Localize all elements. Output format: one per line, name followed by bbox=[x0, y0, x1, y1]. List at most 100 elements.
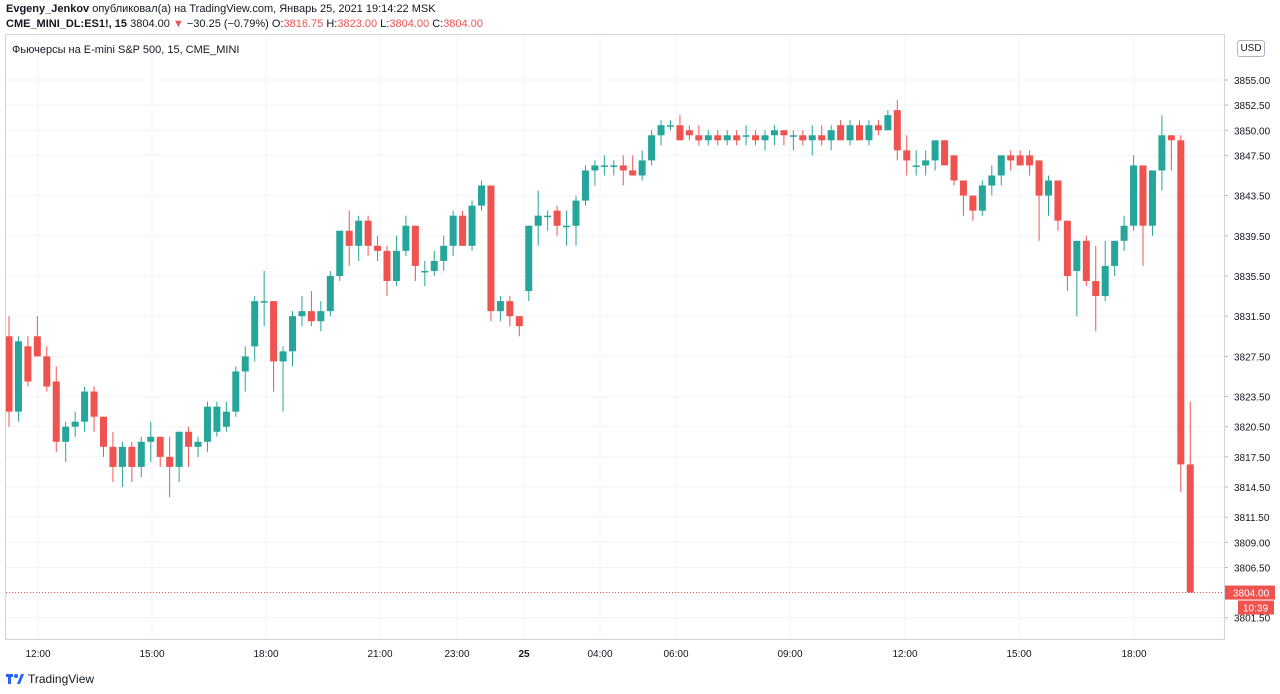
candle-body bbox=[478, 185, 485, 206]
y-tick-label: 3806.50 bbox=[1234, 563, 1271, 574]
symbol-label: CME_MINI_DL:ES1!, 15 bbox=[6, 18, 128, 30]
candle-body bbox=[355, 220, 363, 246]
candle-body bbox=[1026, 155, 1034, 166]
down-arrow-icon: ▼ bbox=[172, 18, 184, 30]
y-tick-label: 3847.50 bbox=[1234, 151, 1271, 162]
candle-body bbox=[336, 230, 344, 276]
candle-body bbox=[496, 301, 504, 312]
x-tick-label: 12:00 bbox=[25, 649, 50, 660]
candle-body bbox=[1063, 220, 1071, 276]
candle-body bbox=[90, 391, 98, 417]
y-tick-label: 3811.50 bbox=[1234, 513, 1270, 524]
candle-body bbox=[638, 160, 646, 176]
last-price-badge bbox=[1225, 585, 1275, 600]
candle-body bbox=[1016, 155, 1024, 166]
candle-body bbox=[770, 130, 778, 136]
candle-body bbox=[553, 210, 561, 226]
candle-body bbox=[1186, 464, 1194, 593]
x-tick-label: 15:00 bbox=[1006, 649, 1031, 660]
candle-body bbox=[118, 446, 126, 467]
candle-body bbox=[865, 125, 873, 141]
candle-body bbox=[487, 185, 495, 312]
candle-body bbox=[856, 125, 863, 141]
candle-body bbox=[222, 411, 230, 427]
candle-body bbox=[808, 135, 816, 141]
candle-body bbox=[459, 215, 467, 246]
candle-body bbox=[1054, 180, 1062, 221]
x-tick-label: 15:00 bbox=[139, 649, 164, 660]
candle-body bbox=[893, 110, 901, 151]
high-key: H: bbox=[326, 18, 338, 30]
candle-body bbox=[657, 125, 665, 136]
author-name: Evgeny_Jenkov bbox=[6, 3, 90, 15]
x-tick-label: 04:00 bbox=[587, 649, 612, 660]
candle-body bbox=[1139, 165, 1147, 226]
y-tick-label: 3817.50 bbox=[1234, 453, 1271, 464]
change-label: −30.25 (−0.79%) bbox=[186, 18, 269, 30]
y-tick-label: 3814.50 bbox=[1234, 483, 1271, 494]
candle-body bbox=[752, 135, 760, 141]
y-tick-label: 3827.50 bbox=[1234, 352, 1271, 363]
last-price-tag: 3804.00 bbox=[1233, 589, 1270, 600]
candle-body bbox=[997, 155, 1005, 176]
candle-body bbox=[345, 230, 353, 246]
candle-body bbox=[874, 125, 882, 131]
candle-body bbox=[383, 250, 391, 281]
candle-body bbox=[1148, 170, 1156, 226]
candle-body bbox=[213, 406, 221, 432]
candle-body bbox=[175, 431, 183, 467]
candle-body bbox=[1177, 140, 1185, 465]
y-tick-label: 3839.50 bbox=[1234, 232, 1271, 243]
candle-body bbox=[194, 441, 202, 447]
x-tick-label: 21:00 bbox=[367, 649, 392, 660]
candle-body bbox=[667, 125, 674, 127]
candle-body bbox=[950, 155, 958, 181]
candle-body bbox=[912, 165, 920, 167]
candle-body bbox=[818, 135, 826, 141]
candle-body bbox=[1007, 155, 1015, 161]
candle-body bbox=[619, 165, 627, 171]
candle-body bbox=[903, 150, 911, 161]
candle-body bbox=[525, 225, 533, 292]
candle-body bbox=[534, 215, 542, 226]
candle-body bbox=[846, 125, 854, 141]
candle-body bbox=[563, 225, 571, 228]
candle-body bbox=[506, 301, 514, 317]
candle-body bbox=[676, 125, 684, 141]
candle-body bbox=[430, 260, 438, 271]
candle-body bbox=[704, 135, 712, 141]
chart-frame bbox=[5, 34, 1225, 640]
candle-body bbox=[33, 336, 41, 357]
candle-body bbox=[1120, 225, 1128, 241]
candle-body bbox=[307, 311, 315, 322]
footer: TradingView bbox=[6, 672, 94, 686]
candle-body bbox=[411, 225, 419, 266]
y-tick-label: 3820.50 bbox=[1234, 423, 1271, 434]
low-value: 3804.00 bbox=[389, 18, 430, 30]
candle-body bbox=[137, 441, 145, 467]
candle-body bbox=[733, 135, 741, 141]
instrument-title: Фьючерсы на E-mini S&P 500, 15, CME_MINI bbox=[12, 44, 240, 56]
candle-body bbox=[572, 200, 580, 226]
candle-body bbox=[364, 220, 372, 246]
candle-body bbox=[591, 165, 599, 171]
x-tick-label: 23:00 bbox=[444, 649, 469, 660]
candle-body bbox=[241, 356, 249, 372]
candle-body bbox=[544, 215, 552, 218]
y-tick-label: 3823.50 bbox=[1234, 393, 1271, 404]
candle-body bbox=[402, 225, 410, 251]
candle-body bbox=[128, 446, 136, 467]
candle-body bbox=[941, 140, 949, 166]
candle-body bbox=[1130, 165, 1138, 226]
candle-body bbox=[959, 180, 967, 196]
candle-body bbox=[185, 431, 193, 447]
candle-body bbox=[1035, 160, 1043, 196]
currency-button[interactable]: USD bbox=[1237, 40, 1265, 57]
countdown-badge bbox=[1238, 600, 1274, 615]
candle-body bbox=[251, 301, 259, 347]
candle-body bbox=[1082, 240, 1090, 281]
candle-body bbox=[14, 341, 22, 412]
candle-body bbox=[326, 275, 334, 312]
candle-body bbox=[71, 421, 79, 427]
